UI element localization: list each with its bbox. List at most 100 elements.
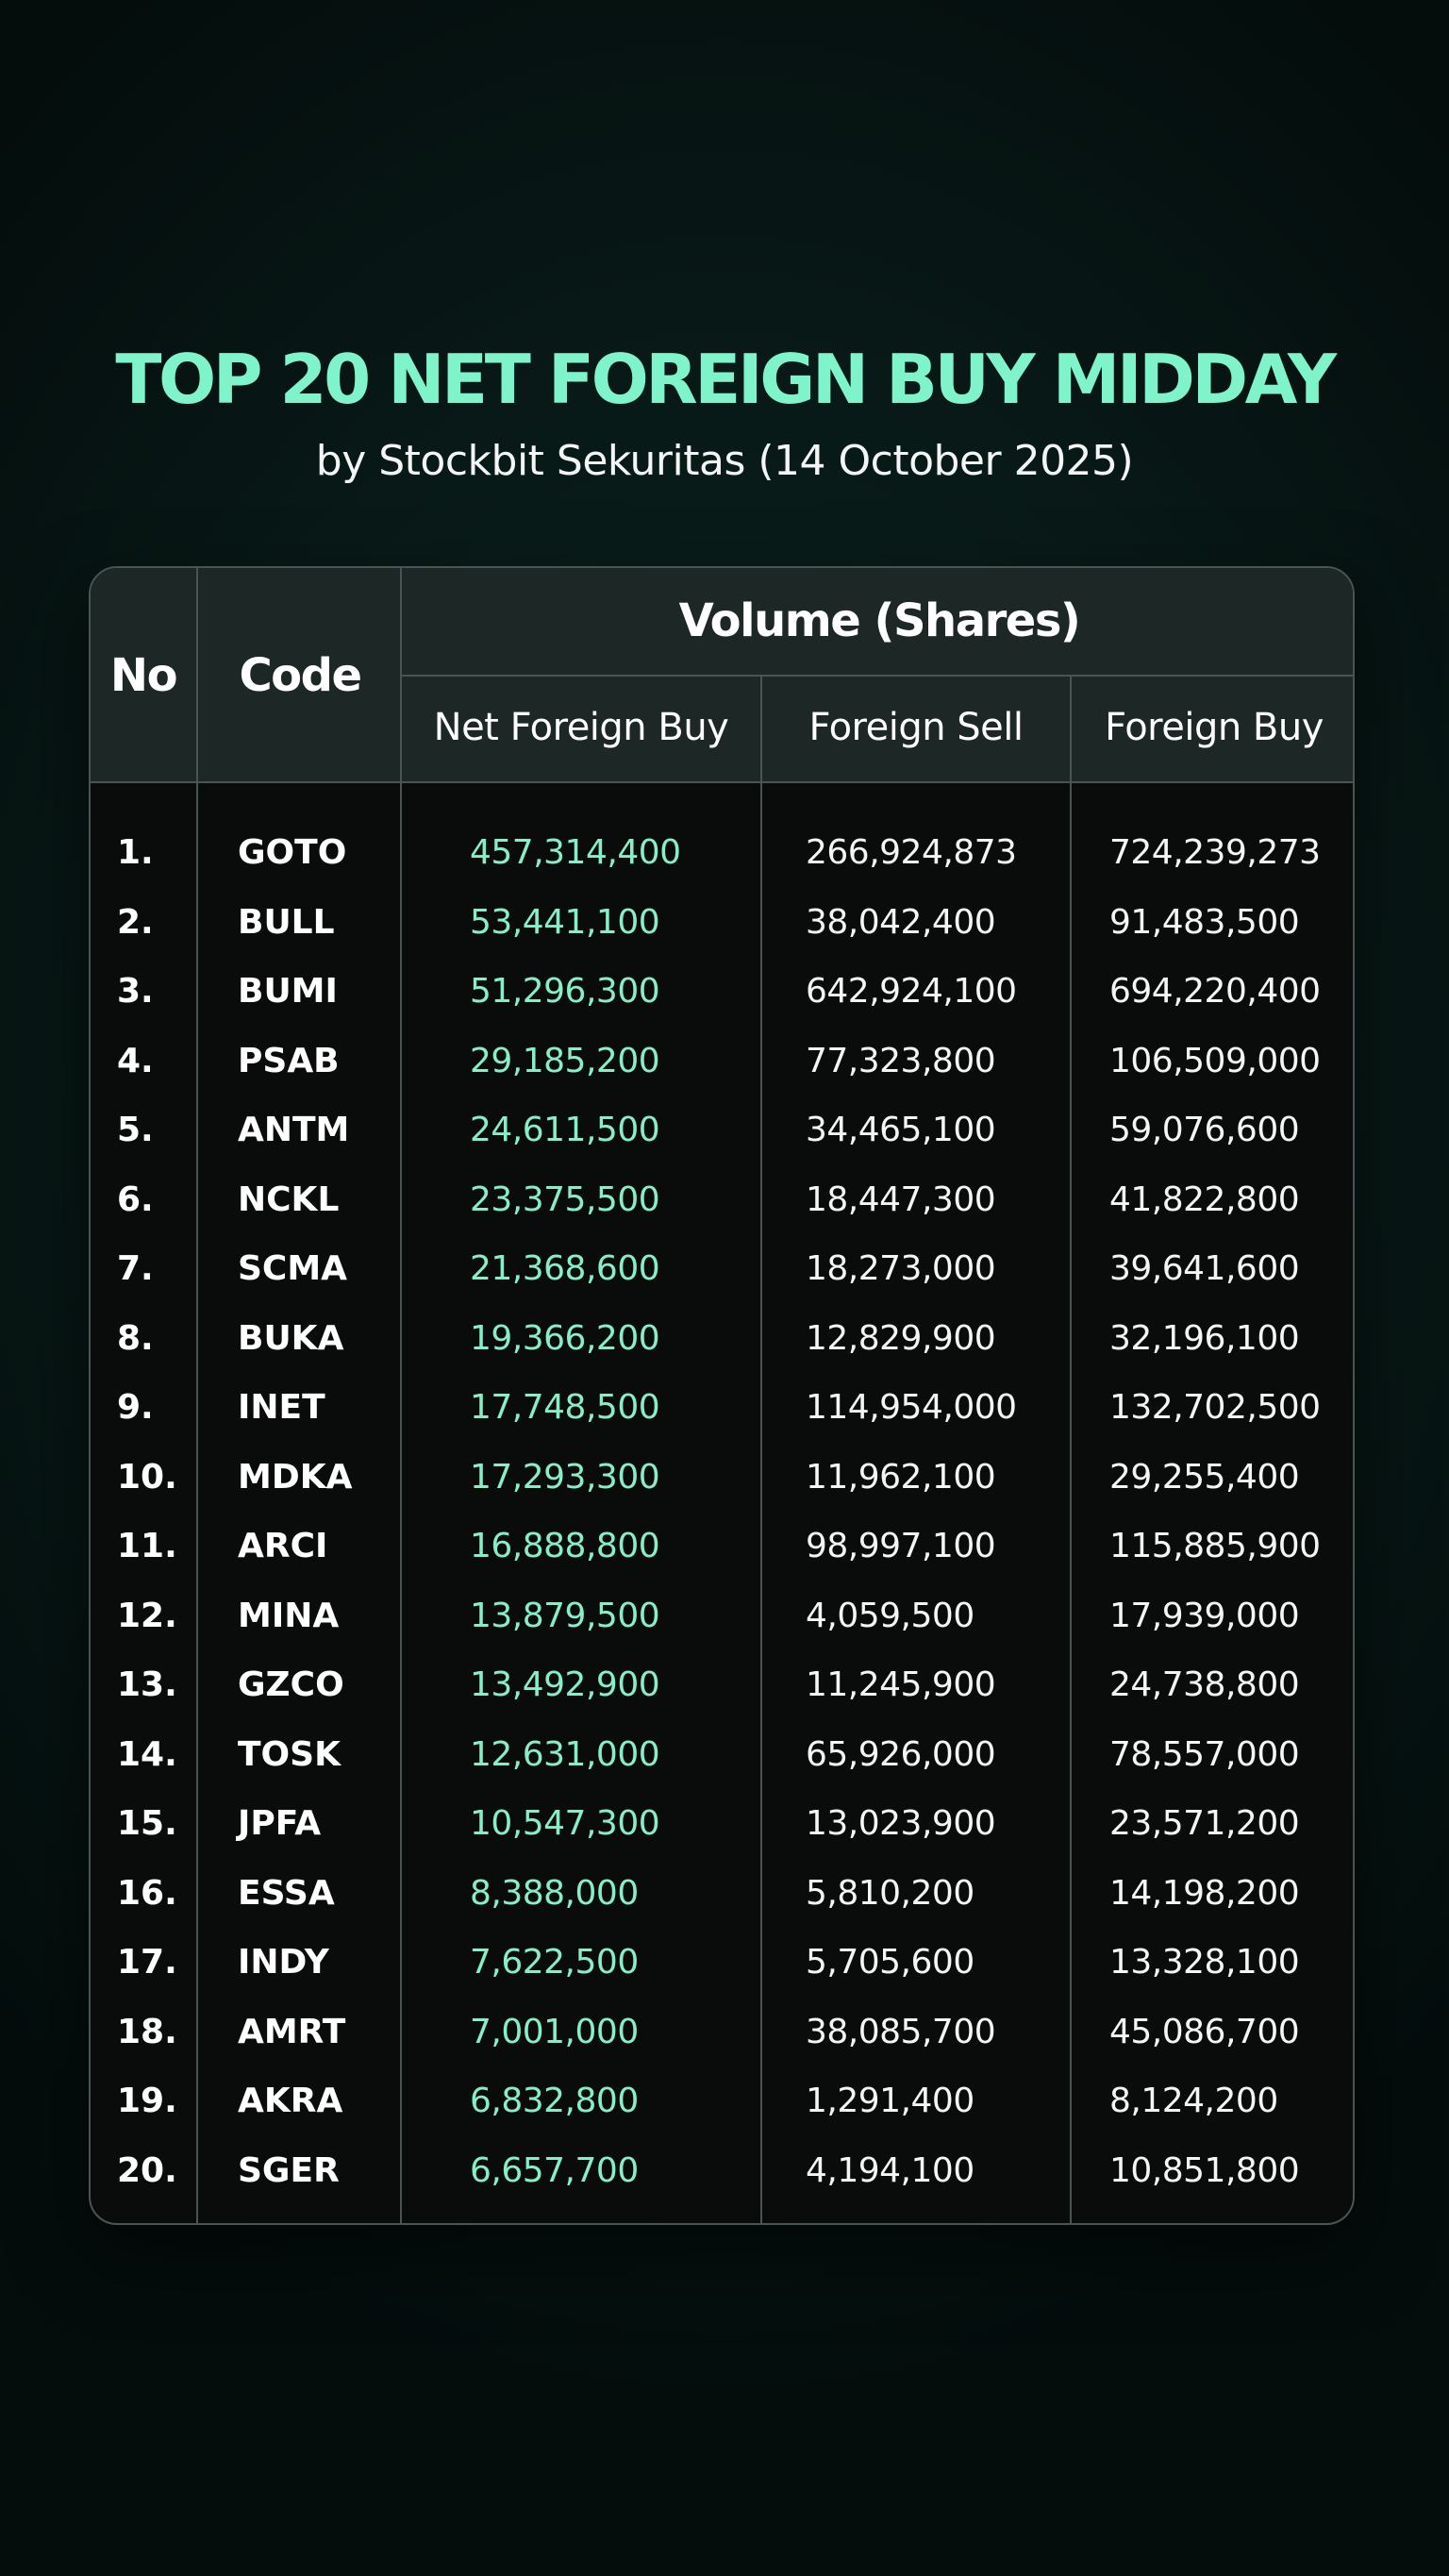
foreign-sell-value: 4,059,500 [806, 1596, 974, 1635]
row-number: 20. [117, 2150, 177, 2190]
foreign-buy-value: 29,255,400 [1109, 1457, 1300, 1497]
net-foreign-buy-value: 8,388,000 [470, 1873, 639, 1913]
foreign-sell-value: 98,997,100 [806, 1527, 996, 1565]
foreign-sell-value: 77,323,800 [806, 1041, 996, 1080]
net-foreign-buy-value: 51,296,300 [470, 972, 660, 1011]
stock-code: GZCO [238, 1665, 344, 1704]
stock-code: AMRT [238, 2012, 346, 2051]
row-number: 7. [117, 1249, 154, 1288]
table-row: 18. AMRT 7,001,000 38,085,700 45,086,700 [91, 1998, 1353, 2067]
column-divider [1070, 675, 1072, 2223]
foreign-buy-value: 14,198,200 [1109, 1873, 1300, 1913]
foreign-buy-value: 23,571,200 [1109, 1804, 1300, 1843]
foreign-buy-value: 724,239,273 [1109, 833, 1321, 872]
table-row: 2. BULL 53,441,100 38,042,400 91,483,500 [91, 888, 1353, 958]
net-foreign-buy-value: 6,832,800 [470, 2082, 639, 2120]
table-row: 12. MINA 13,879,500 4,059,500 17,939,000 [91, 1581, 1353, 1651]
foreign-sell-value: 5,810,200 [806, 1873, 974, 1913]
foreign-sell-value: 114,954,000 [806, 1388, 1017, 1427]
foreign-buy-value: 24,738,800 [1109, 1665, 1300, 1704]
header-net-foreign-buy: Net Foreign Buy [433, 706, 729, 749]
row-number: 8. [117, 1318, 154, 1358]
foreign-sell-value: 13,023,900 [806, 1804, 996, 1843]
net-foreign-buy-value: 24,611,500 [470, 1111, 660, 1149]
net-foreign-buy-value: 457,314,400 [470, 833, 681, 872]
net-foreign-buy-value: 17,748,500 [470, 1388, 660, 1427]
page-subtitle: by Stockbit Sekuritas (14 October 2025) [315, 437, 1134, 485]
table-header: No Code Volume (Shares) Net Foreign Buy … [91, 568, 1353, 783]
foreign-sell-value: 38,042,400 [806, 902, 996, 942]
table-row: 8. BUKA 19,366,200 12,829,900 32,196,100 [91, 1304, 1353, 1374]
row-number: 11. [117, 1527, 177, 1565]
net-foreign-buy-value: 17,293,300 [470, 1457, 660, 1497]
table-row: 9. INET 17,748,500 114,954,000 132,702,5… [91, 1373, 1353, 1443]
table-row: 1. GOTO 457,314,400 266,924,873 724,239,… [91, 818, 1353, 888]
row-number: 2. [117, 902, 154, 942]
stock-code: TOSK [238, 1734, 341, 1774]
net-foreign-buy-value: 10,547,300 [470, 1804, 660, 1843]
stock-code: AKRA [238, 2082, 343, 2120]
table-row: 7. SCMA 21,368,600 18,273,000 39,641,600 [91, 1234, 1353, 1304]
header-volume-group: Volume (Shares) [678, 594, 1081, 647]
stock-code: BUKA [238, 1318, 344, 1358]
row-number: 4. [117, 1041, 154, 1080]
table-row: 11. ARCI 16,888,800 98,997,100 115,885,9… [91, 1512, 1353, 1581]
stock-code: ESSA [238, 1873, 335, 1913]
stock-code: NCKL [238, 1179, 340, 1219]
foreign-sell-value: 11,245,900 [806, 1665, 996, 1704]
foreign-sell-value: 5,705,600 [806, 1943, 974, 1982]
foreign-buy-value: 10,851,800 [1109, 2150, 1300, 2190]
stock-code: INET [238, 1388, 325, 1427]
foreign-sell-value: 4,194,100 [806, 2150, 974, 2190]
foreign-buy-value: 17,939,000 [1109, 1596, 1300, 1635]
net-foreign-buy-value: 29,185,200 [470, 1041, 660, 1080]
stock-code: BULL [238, 902, 335, 942]
foreign-buy-value: 32,196,100 [1109, 1318, 1300, 1358]
table-row: 20. SGER 6,657,700 4,194,100 10,851,800 [91, 2136, 1353, 2206]
foreign-sell-value: 18,447,300 [806, 1179, 996, 1219]
foreign-buy-value: 694,220,400 [1109, 972, 1321, 1011]
foreign-buy-value: 78,557,000 [1109, 1734, 1300, 1774]
table-row: 16. ESSA 8,388,000 5,810,200 14,198,200 [91, 1859, 1353, 1929]
row-number: 18. [117, 2012, 177, 2051]
stock-code: JPFA [238, 1804, 322, 1843]
stock-code: SGER [238, 2150, 340, 2190]
column-divider [196, 568, 198, 2223]
stock-code: SCMA [238, 1249, 348, 1288]
row-number: 17. [117, 1943, 177, 1982]
stock-code: MINA [238, 1596, 340, 1635]
table-row: 6. NCKL 23,375,500 18,447,300 41,822,800 [91, 1165, 1353, 1235]
stock-code: MDKA [238, 1457, 353, 1497]
table-row: 17. INDY 7,622,500 5,705,600 13,328,100 [91, 1928, 1353, 1998]
net-foreign-buy-value: 23,375,500 [470, 1179, 660, 1219]
net-foreign-buy-value: 16,888,800 [470, 1527, 660, 1565]
row-number: 16. [117, 1873, 177, 1913]
foreign-sell-value: 38,085,700 [806, 2012, 996, 2051]
foreign-sell-value: 642,924,100 [806, 972, 1017, 1011]
foreign-buy-value: 8,124,200 [1109, 2082, 1278, 2120]
foreign-sell-value: 11,962,100 [806, 1457, 996, 1497]
row-number: 5. [117, 1111, 154, 1149]
header-code: Code [239, 649, 362, 702]
foreign-buy-value: 13,328,100 [1109, 1943, 1300, 1982]
foreign-buy-value: 41,822,800 [1109, 1179, 1300, 1219]
foreign-buy-value: 91,483,500 [1109, 902, 1300, 942]
column-divider [760, 675, 762, 2223]
row-number: 3. [117, 972, 154, 1011]
foreign-sell-value: 266,924,873 [806, 833, 1017, 872]
table-row: 5. ANTM 24,611,500 34,465,100 59,076,600 [91, 1096, 1353, 1165]
foreign-buy-table: No Code Volume (Shares) Net Foreign Buy … [89, 566, 1355, 2225]
row-number: 1. [117, 833, 154, 872]
net-foreign-buy-value: 19,366,200 [470, 1318, 660, 1358]
table-row: 19. AKRA 6,832,800 1,291,400 8,124,200 [91, 2066, 1353, 2136]
row-number: 15. [117, 1804, 177, 1843]
stock-code: ARCI [238, 1527, 328, 1565]
row-number: 6. [117, 1179, 154, 1219]
header-divider [402, 675, 1353, 677]
foreign-buy-value: 106,509,000 [1109, 1041, 1321, 1080]
net-foreign-buy-value: 13,492,900 [470, 1665, 660, 1704]
stock-code: INDY [238, 1943, 329, 1982]
foreign-buy-value: 59,076,600 [1109, 1111, 1300, 1149]
header-foreign-sell: Foreign Sell [808, 706, 1024, 749]
stock-code: PSAB [238, 1041, 340, 1080]
